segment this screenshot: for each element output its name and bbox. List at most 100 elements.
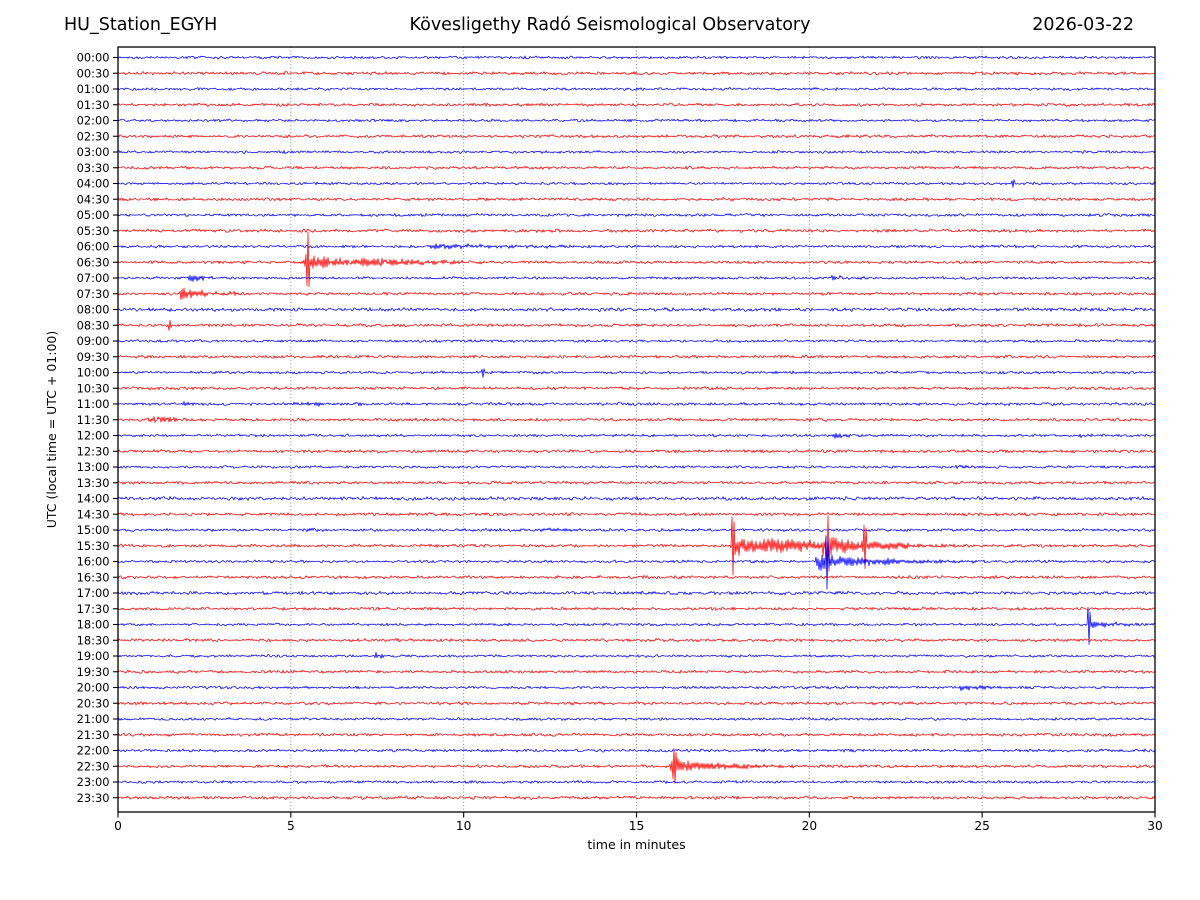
trace-layer	[118, 55, 1155, 800]
y-tick-label: 05:30	[77, 224, 110, 238]
trace-01:30	[118, 102, 1155, 107]
x-tick-label: 0	[114, 819, 122, 833]
y-axis-label: UTC (local time = UTC + 01:00)	[44, 331, 59, 529]
x-tick-label: 30	[1147, 819, 1163, 833]
trace-05:00	[118, 212, 1155, 218]
y-tick-label: 14:00	[77, 492, 110, 506]
trace-13:00	[118, 464, 1155, 470]
y-tick-label: 07:30	[77, 287, 110, 301]
trace-21:30	[118, 732, 1155, 737]
trace-14:30	[118, 512, 1155, 517]
y-tick-label: 06:30	[77, 255, 110, 269]
trace-01:00	[118, 87, 1155, 91]
y-tick-label: 17:00	[77, 586, 110, 600]
trace-05:30	[118, 228, 1155, 233]
trace-14:00	[118, 496, 1155, 501]
y-tick-label: 01:30	[77, 98, 110, 112]
trace-21:00	[118, 717, 1155, 721]
y-tick-label: 13:00	[77, 460, 110, 474]
trace-11:30	[118, 416, 1155, 423]
y-tick-label: 22:00	[77, 744, 110, 758]
x-tick-label: 15	[629, 819, 645, 833]
gridlines	[290, 47, 983, 812]
y-tick-label: 10:00	[77, 366, 110, 380]
trace-19:00	[118, 651, 1155, 659]
trace-16:00	[118, 536, 1155, 590]
trace-23:00	[118, 780, 1155, 784]
x-axis-label: time in minutes	[587, 837, 685, 852]
trace-00:00	[118, 55, 1155, 60]
trace-00:30	[118, 71, 1155, 76]
plot-border	[117, 46, 1156, 813]
y-tick-label: 21:30	[77, 728, 110, 742]
x-tick-label: 10	[456, 819, 472, 833]
y-tick-label: 12:30	[77, 444, 110, 458]
y-tick-label: 19:30	[77, 665, 110, 679]
y-tick-label: 11:00	[77, 397, 110, 411]
trace-22:30	[118, 748, 1155, 784]
trace-17:00	[118, 590, 1155, 596]
trace-12:00	[118, 432, 1155, 439]
y-tick-label: 18:30	[77, 633, 110, 647]
y-tick-label: 19:00	[77, 649, 110, 663]
y-tick-label: 06:00	[77, 240, 110, 254]
date-label: 2026-03-22	[1032, 15, 1134, 35]
x-tick-label: 20	[802, 819, 818, 833]
trace-11:00	[118, 401, 1155, 407]
trace-19:30	[118, 669, 1155, 674]
y-tick-label: 22:30	[77, 759, 110, 773]
x-tick-label: 5	[287, 819, 295, 833]
trace-12:30	[118, 449, 1155, 454]
y-tick-label: 07:00	[77, 271, 110, 285]
trace-15:30	[118, 515, 1155, 576]
y-tick-label: 16:30	[77, 570, 110, 584]
y-tick-label: 00:00	[77, 51, 110, 65]
y-tick-label: 18:00	[77, 618, 110, 632]
y-tick-label: 17:30	[77, 602, 110, 616]
trace-10:30	[118, 386, 1155, 391]
observatory-title: Kövesligethy Radó Seismological Observat…	[409, 15, 811, 35]
trace-08:30	[118, 319, 1155, 331]
trace-07:30	[118, 287, 1155, 301]
y-tick-label: 11:30	[77, 413, 110, 427]
y-tick-label: 04:30	[77, 192, 110, 206]
y-tick-label: 04:00	[77, 177, 110, 191]
y-tick-label: 03:30	[77, 161, 110, 175]
y-tick-label: 08:00	[77, 303, 110, 317]
y-tick-label: 20:30	[77, 696, 110, 710]
y-tick-label: 10:30	[77, 381, 110, 395]
trace-07:00	[118, 275, 1155, 282]
station-title: HU_Station_EGYH	[64, 15, 218, 35]
trace-10:00	[118, 368, 1155, 378]
trace-18:00	[118, 606, 1155, 645]
y-tick-label: 05:00	[77, 208, 110, 222]
y-tick-label: 20:00	[77, 681, 110, 695]
trace-03:30	[118, 165, 1155, 170]
trace-09:30	[118, 354, 1155, 359]
y-tick-label: 15:00	[77, 523, 110, 537]
trace-04:30	[118, 197, 1155, 202]
y-tick-label: 23:30	[77, 791, 110, 805]
y-tick-label: 14:30	[77, 507, 110, 521]
y-tick-label: 08:30	[77, 318, 110, 332]
y-tick-label: 00:30	[77, 66, 110, 80]
trace-22:00	[118, 748, 1155, 753]
trace-06:00	[118, 243, 1155, 250]
trace-02:00	[118, 118, 1155, 123]
trace-08:00	[118, 307, 1155, 312]
trace-04:00	[118, 179, 1155, 188]
y-tick-label: 13:30	[77, 476, 110, 490]
y-tick-label: 12:00	[77, 429, 110, 443]
y-tick-label: 21:00	[77, 712, 110, 726]
y-tick-label: 02:00	[77, 114, 110, 128]
trace-17:30	[118, 606, 1155, 611]
trace-20:00	[118, 685, 1155, 692]
trace-23:30	[118, 795, 1155, 800]
trace-03:00	[118, 150, 1155, 154]
trace-02:30	[118, 134, 1155, 139]
trace-15:00	[118, 527, 1155, 533]
trace-20:30	[118, 701, 1155, 706]
trace-13:30	[118, 480, 1155, 485]
